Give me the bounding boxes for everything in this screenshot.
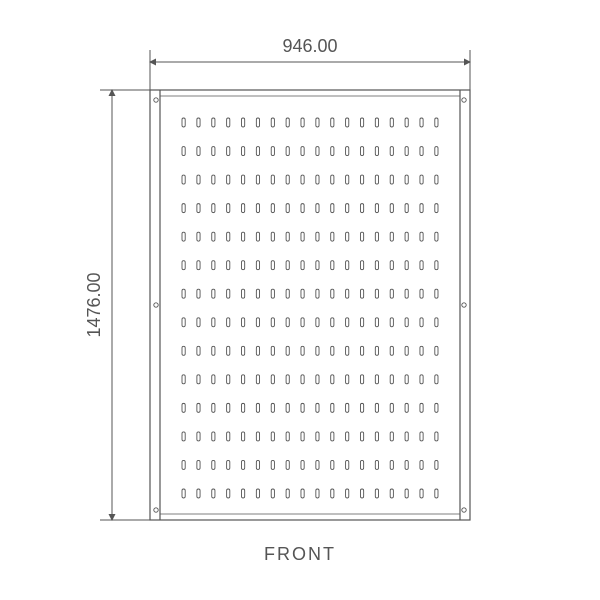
view-label: FRONT <box>264 544 336 564</box>
dim-left-value: 1476.00 <box>84 272 104 337</box>
dim-top-value: 946.00 <box>282 36 337 56</box>
